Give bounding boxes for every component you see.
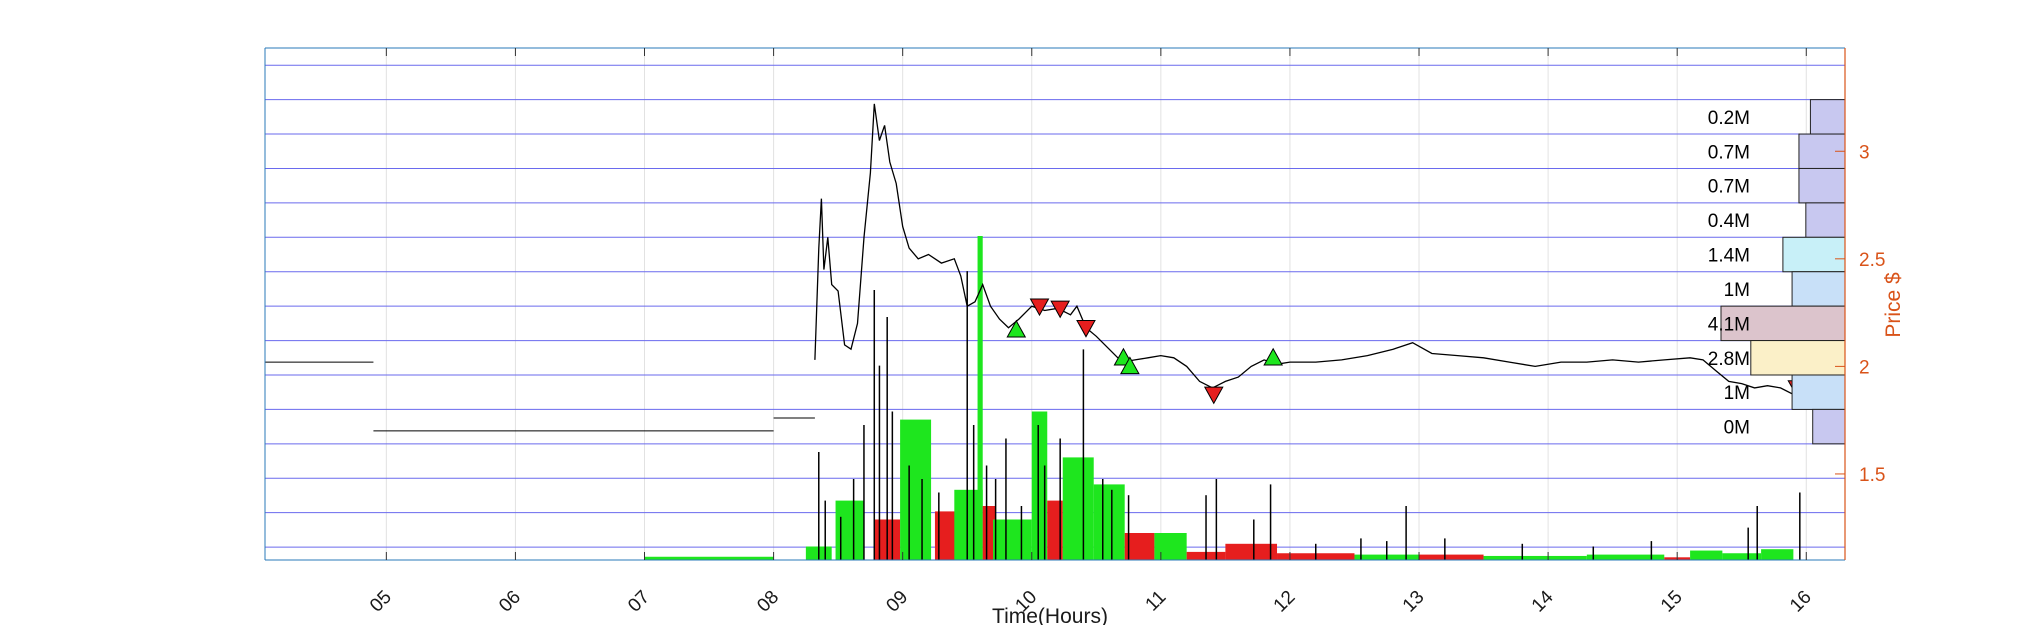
- volume-profile: 0.2M 0.7M 0.7M 0.4M 1.4M 1M 4.1M 2.8M 1M 0M: [1708, 99, 1846, 445]
- price-tick-label: 2: [1859, 357, 1870, 378]
- x-axis-title: Time(Hours): [992, 605, 1108, 625]
- buy-volume-bar: [1586, 554, 1665, 560]
- x-tick-label: 11: [1142, 587, 1171, 616]
- buy-signal-marker: [1120, 356, 1140, 375]
- price-line: [814, 103, 1807, 396]
- price-tick-label: 2.5: [1859, 250, 1885, 271]
- x-tick-label: 13: [1399, 587, 1429, 617]
- sell-volume-bar: [1124, 533, 1155, 560]
- buy-volume-bar: [900, 419, 932, 560]
- volume-profile-label: 1M: [1724, 383, 1750, 404]
- price-line-group: [265, 103, 1807, 432]
- volume-profile-label: 0.7M: [1708, 177, 1750, 198]
- volume-profile-label: 2.8M: [1708, 349, 1750, 370]
- volume-profile-bar: [1798, 167, 1846, 204]
- buy-volume-bar: [1722, 553, 1762, 560]
- volume-profile-label: 1.4M: [1708, 246, 1750, 267]
- sell-signal-marker: [1203, 386, 1224, 405]
- volume-bars: [644, 236, 1794, 560]
- trade-signals: [1006, 298, 1808, 405]
- buy-volume-bar: [835, 500, 864, 560]
- volume-profile-label: 0.4M: [1708, 211, 1750, 232]
- x-tick-label: 07: [624, 587, 654, 617]
- sell-volume-bar: [1419, 554, 1484, 560]
- volume-profile-label: 0M: [1724, 418, 1750, 439]
- grid-lines: [265, 48, 1845, 560]
- volume-profile-label: 0.2M: [1708, 108, 1750, 129]
- volume-profile-bar: [1791, 374, 1846, 410]
- sell-volume-bar: [1047, 500, 1063, 560]
- x-tick-label: 12: [1270, 587, 1300, 617]
- buy-volume-bar: [977, 236, 983, 560]
- volume-profile-bar: [1805, 202, 1846, 238]
- sell-signal-marker: [1076, 319, 1096, 338]
- x-tick-label: 09: [882, 587, 912, 617]
- x-tick-label: 05: [366, 587, 396, 617]
- buy-signal-marker: [1006, 319, 1027, 338]
- x-tick-label: 16: [1786, 587, 1816, 617]
- buy-volume-bar: [1062, 457, 1094, 560]
- x-tick-label: 06: [495, 587, 525, 617]
- volume-profile-bar: [1791, 271, 1846, 307]
- buy-volume-bar: [993, 519, 1032, 560]
- buy-volume-bar: [1031, 411, 1048, 560]
- x-tick-label: 14: [1528, 586, 1558, 616]
- buy-volume-bar: [1154, 533, 1187, 560]
- price-tick-label: 1.5: [1859, 465, 1885, 486]
- x-tick-label: 08: [753, 587, 783, 617]
- buy-volume-bar: [1093, 484, 1125, 560]
- price-tick-label: 3: [1859, 142, 1870, 163]
- volume-profile-bar: [1750, 340, 1846, 376]
- price-axis-title: Price $: [1882, 272, 1905, 338]
- buy-volume-bar: [644, 556, 774, 560]
- buy-volume-bar: [1690, 550, 1723, 560]
- volume-profile-bar: [1812, 408, 1846, 445]
- sell-signal-marker: [1050, 300, 1071, 319]
- volume-profile-label: 0.7M: [1708, 142, 1750, 163]
- volume-profile-bar: [1809, 99, 1846, 135]
- volume-spikes: [818, 271, 1801, 560]
- buy-signal-marker: [1263, 347, 1283, 366]
- volume-profile-label: 4.1M: [1708, 314, 1750, 335]
- sell-volume-bar: [1225, 543, 1278, 560]
- buy-volume-bar: [1761, 549, 1794, 560]
- sell-volume-bar: [934, 511, 957, 560]
- buy-volume-bar: [1483, 555, 1587, 560]
- x-tick-label: 15: [1657, 587, 1687, 617]
- volume-profile-label: 1M: [1724, 280, 1750, 301]
- volume-profile-bar: [1782, 236, 1846, 273]
- sell-signal-marker: [1029, 298, 1050, 317]
